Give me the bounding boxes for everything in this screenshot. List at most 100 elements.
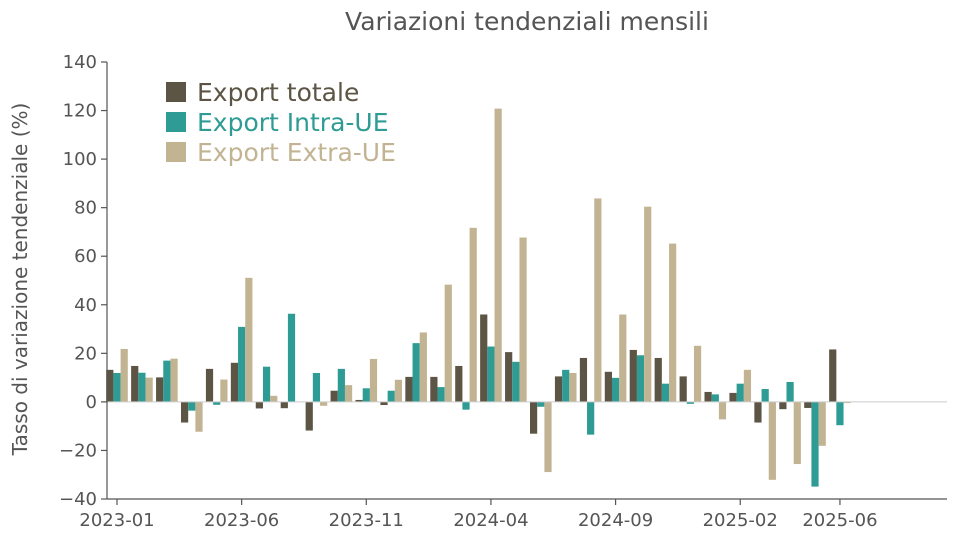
- bar: [362, 388, 370, 402]
- x-axis-ticks: 2023-01 2023-06 2023-11 2024-04 2024-09 2025-…: [79, 499, 878, 531]
- series-3: [120, 108, 851, 480]
- bar: [636, 355, 645, 402]
- bars: [106, 108, 851, 487]
- bar: [230, 362, 239, 402]
- bar: [537, 401, 545, 407]
- bar: [829, 349, 837, 402]
- y-tick-label: 40: [74, 295, 97, 316]
- bar: [487, 346, 495, 402]
- bar: [337, 368, 345, 402]
- series-2: [113, 313, 844, 487]
- x-tick-label: 2025-02: [703, 510, 778, 531]
- bar: [519, 237, 527, 402]
- y-tick-label: 120: [63, 101, 97, 122]
- legend-swatch: [166, 82, 186, 102]
- bar: [544, 401, 552, 473]
- legend-swatch: [166, 142, 186, 162]
- bar: [779, 401, 787, 410]
- y-tick-label: −20: [59, 440, 97, 461]
- bar: [818, 401, 826, 446]
- bar: [512, 361, 520, 402]
- y-tick-label: 140: [63, 52, 97, 73]
- bar: [195, 401, 203, 432]
- bar: [369, 358, 378, 402]
- bar: [106, 369, 114, 402]
- legend-swatch: [166, 112, 186, 132]
- bar: [836, 401, 844, 426]
- bar: [843, 401, 851, 404]
- bar: [793, 401, 801, 465]
- y-axis-label: Tasso di variazione tendenziale (%): [8, 103, 32, 457]
- bar: [287, 313, 296, 402]
- bar: [804, 401, 812, 408]
- bar: [811, 401, 819, 487]
- bar: [679, 376, 687, 402]
- bar: [180, 401, 189, 423]
- bar: [604, 371, 612, 402]
- bar: [505, 352, 513, 402]
- y-tick-label: 20: [74, 343, 97, 364]
- bar: [380, 401, 388, 406]
- bar: [754, 401, 762, 423]
- bar: [305, 401, 313, 431]
- bar: [644, 206, 652, 402]
- bar: [280, 401, 288, 409]
- bar: [437, 387, 445, 402]
- bar: [387, 390, 395, 402]
- bar: [355, 399, 363, 402]
- bar: [768, 401, 776, 480]
- bar: [743, 369, 752, 402]
- bar: [469, 227, 477, 402]
- legend-label: Export Intra-UE: [197, 108, 389, 137]
- x-tick-label: 2023-01: [79, 510, 154, 531]
- bar: [569, 372, 577, 402]
- bar: [344, 385, 353, 402]
- bar: [320, 401, 328, 406]
- bar: [587, 401, 595, 435]
- bar: [693, 345, 702, 402]
- x-tick-label: 2024-04: [453, 510, 528, 531]
- x-tick-label: 2025-06: [802, 510, 877, 531]
- bar: [462, 401, 470, 410]
- bar: [480, 314, 488, 402]
- legend-label: Export Extra-UE: [197, 138, 396, 167]
- bar: [729, 392, 737, 402]
- bar: [562, 369, 570, 402]
- x-tick-label: 2023-06: [204, 510, 279, 531]
- bar: [761, 389, 769, 402]
- bar: [529, 401, 538, 434]
- bar: [554, 376, 563, 402]
- bar: [686, 401, 694, 404]
- bar: [312, 372, 321, 402]
- bar: [188, 401, 196, 411]
- bar: [718, 401, 727, 420]
- y-tick-label: 80: [74, 198, 97, 219]
- bar: [220, 379, 228, 402]
- bar: [405, 376, 413, 402]
- bar: [120, 348, 128, 402]
- y-tick-label: −40: [59, 489, 97, 510]
- bar: [611, 377, 620, 402]
- bar: [654, 357, 662, 402]
- bar: [156, 377, 164, 402]
- bar: [711, 394, 719, 402]
- bar: [238, 326, 246, 402]
- bar: [412, 343, 420, 402]
- y-tick-label: 0: [86, 392, 97, 413]
- bar: [579, 357, 588, 402]
- x-tick-label: 2023-11: [329, 510, 404, 531]
- bar: [704, 391, 712, 402]
- y-axis-ticks: 140 120 100 80 60 40 20 0 −20 −40: [59, 52, 107, 510]
- bar: [138, 372, 146, 402]
- bar: [330, 390, 338, 402]
- bar: [213, 401, 221, 405]
- bar: [786, 381, 794, 402]
- bar: [419, 332, 427, 402]
- chart-title: Variazioni tendenziali mensili: [345, 7, 709, 36]
- bar: [669, 243, 677, 402]
- bar: [629, 349, 637, 402]
- bar: [661, 383, 670, 402]
